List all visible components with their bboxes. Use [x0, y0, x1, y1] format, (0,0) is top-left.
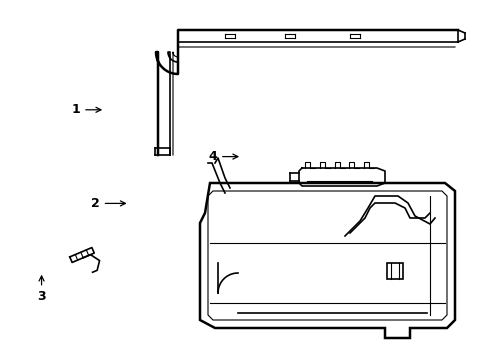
Text: 1: 1 [71, 103, 101, 116]
Text: 4: 4 [208, 150, 237, 163]
Text: 2: 2 [91, 197, 125, 210]
Text: 3: 3 [37, 276, 46, 303]
Bar [386, 263, 402, 279]
